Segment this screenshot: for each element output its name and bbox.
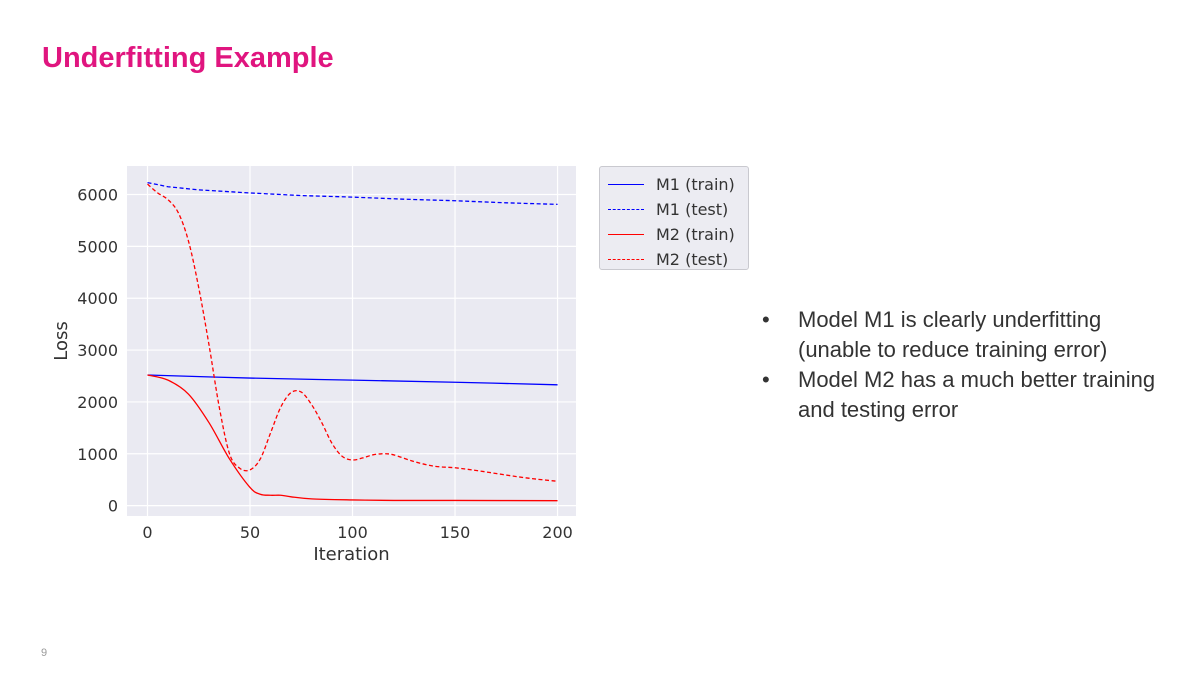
x-tick-label: 0 bbox=[142, 523, 152, 542]
legend-label: M1 (test) bbox=[656, 200, 729, 219]
plot-area bbox=[127, 166, 576, 516]
x-axis-label: Iteration bbox=[313, 544, 389, 565]
legend-swatch bbox=[608, 259, 644, 260]
bullet-item: • Model M1 is clearly underfitting (unab… bbox=[760, 305, 1160, 365]
x-tick-label: 100 bbox=[337, 523, 368, 542]
chart-legend: M1 (train) M1 (test) M2 (train) M2 (test… bbox=[599, 166, 749, 270]
x-tick-label: 150 bbox=[440, 523, 471, 542]
series-line-m1-train bbox=[147, 374, 558, 386]
legend-label: M2 (train) bbox=[656, 225, 735, 244]
bullet-glyph: • bbox=[762, 367, 770, 392]
legend-swatch bbox=[608, 184, 644, 185]
legend-label: M2 (test) bbox=[656, 250, 729, 269]
y-tick-label: 4000 bbox=[77, 289, 118, 308]
bullet-glyph: • bbox=[762, 307, 770, 332]
legend-item-m2-train: M2 (train) bbox=[608, 222, 740, 247]
x-tick-label: 50 bbox=[240, 523, 260, 542]
legend-label: M1 (train) bbox=[656, 175, 735, 194]
slide-title: Underfitting Example bbox=[42, 42, 334, 74]
y-tick-label: 1000 bbox=[77, 445, 118, 464]
y-axis-label: Loss bbox=[51, 321, 72, 360]
bullet-text: Model M2 has a much better training and … bbox=[798, 367, 1156, 422]
y-tick-label: 6000 bbox=[77, 186, 118, 205]
series-line-m2-test bbox=[147, 183, 558, 482]
grid bbox=[127, 166, 576, 516]
legend-swatch bbox=[608, 234, 644, 235]
legend-item-m1-test: M1 (test) bbox=[608, 197, 740, 222]
bullet-text: Model M1 is clearly underfitting (unable… bbox=[798, 307, 1108, 362]
legend-item-m2-test: M2 (test) bbox=[608, 247, 740, 272]
legend-item-m1-train: M1 (train) bbox=[608, 172, 740, 197]
x-tick-label: 200 bbox=[542, 523, 573, 542]
y-tick-label: 2000 bbox=[77, 393, 118, 412]
series-line-m2-train bbox=[147, 374, 558, 502]
bullet-item: • Model M2 has a much better training an… bbox=[760, 365, 1160, 425]
page-number: 9 bbox=[41, 647, 48, 659]
series-line-m1-test bbox=[147, 181, 558, 206]
y-tick-label: 3000 bbox=[77, 341, 118, 360]
y-tick-label: 5000 bbox=[77, 237, 118, 256]
legend-swatch bbox=[608, 209, 644, 210]
bullet-list: • Model M1 is clearly underfitting (unab… bbox=[760, 305, 1160, 425]
y-tick-label: 0 bbox=[108, 497, 118, 516]
series bbox=[147, 181, 558, 502]
